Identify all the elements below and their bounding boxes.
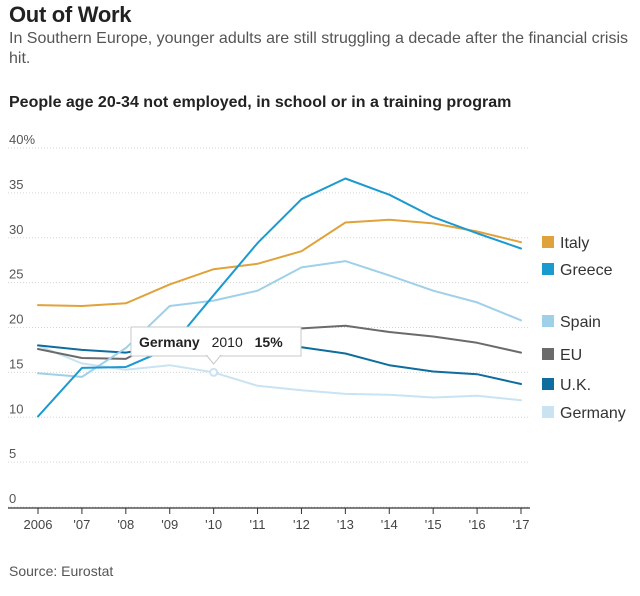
- legend-swatch: [542, 263, 554, 275]
- series-line-greece: [37, 177, 522, 418]
- y-tick-label: 0: [9, 491, 16, 506]
- y-tick-label: 15: [9, 356, 23, 371]
- legend-label: Germany: [560, 405, 626, 422]
- chart-heading: People age 20-34 not employed, in school…: [9, 94, 512, 111]
- y-axis-labels: 0 5 10 15 20 25 30 35 40%: [9, 132, 35, 506]
- legend-label: Spain: [560, 314, 601, 331]
- x-tick-label: 2006: [24, 517, 53, 532]
- x-tick-label: '10: [205, 517, 222, 532]
- y-tick-label: 20: [9, 312, 23, 327]
- tooltip-box: [130, 326, 302, 357]
- series-line-germany: [37, 344, 522, 402]
- legend-swatch: [542, 348, 554, 360]
- legend-label: Italy: [560, 235, 589, 252]
- y-tick-label: 25: [9, 267, 23, 282]
- series-line-spain: [37, 260, 522, 378]
- y-tick-label: 5: [9, 446, 16, 461]
- legend: Italy Greece Spain EU U.K. Germany: [542, 235, 626, 422]
- series-line-italy: [37, 218, 522, 307]
- tooltip-value: 15%: [255, 334, 284, 350]
- chart-title-main: Out of Work: [9, 2, 132, 27]
- x-tick-label: '17: [513, 517, 530, 532]
- legend-label: EU: [560, 347, 582, 364]
- tooltip-year: 2010: [212, 334, 243, 350]
- x-tick-label: '11: [250, 517, 266, 532]
- x-tick-label: '07: [73, 517, 90, 532]
- y-tick-label: 10: [9, 401, 23, 416]
- y-tick-label: 40%: [9, 132, 35, 147]
- tooltip-series: Germany: [139, 334, 200, 350]
- x-tick-label: '12: [293, 517, 310, 532]
- source-note: Source: Eurostat: [9, 563, 114, 579]
- tooltip-pointer: [205, 355, 222, 365]
- x-tick-label: '09: [161, 517, 178, 532]
- x-tick-label: '15: [425, 517, 442, 532]
- tooltip: Germany 2010 15%: [130, 326, 302, 377]
- legend-swatch: [542, 315, 554, 327]
- x-tick-label: '16: [469, 517, 486, 532]
- x-axis: 2006 '07 '08 '09 '10 '11 '12 '13 '14 '15 '16 '17: [8, 507, 530, 532]
- tooltip-content: Germany 2010 15%: [139, 334, 283, 350]
- chart-subtitle: In Southern Europe, younger adults are s…: [9, 30, 629, 67]
- legend-label: U.K.: [560, 377, 591, 394]
- y-tick-label: 35: [9, 177, 23, 192]
- series-lines: [37, 177, 522, 418]
- tooltip-marker: [209, 367, 219, 377]
- legend-swatch: [542, 406, 554, 418]
- legend-swatch: [542, 236, 554, 248]
- legend-label: Greece: [560, 262, 613, 279]
- x-tick-label: '14: [381, 517, 398, 532]
- x-tick-label: '08: [117, 517, 134, 532]
- y-tick-label: 30: [9, 222, 23, 237]
- legend-swatch: [542, 378, 554, 390]
- x-tick-label: '13: [337, 517, 354, 532]
